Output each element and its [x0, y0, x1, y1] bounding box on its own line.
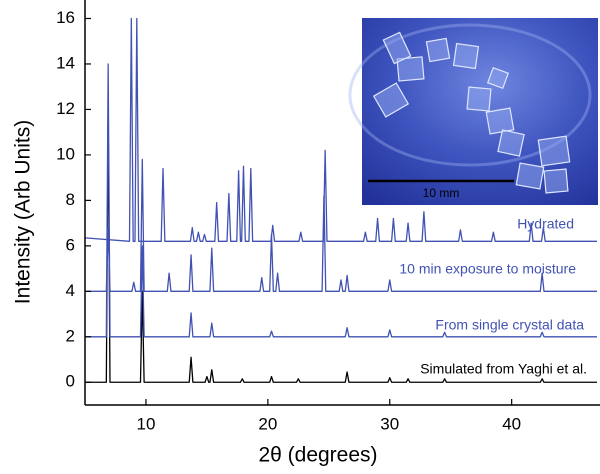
crystal	[396, 56, 425, 82]
series-label: 10 min exposure to moisture	[399, 261, 576, 277]
crystal	[515, 162, 545, 190]
y-tick-label: 10	[56, 144, 75, 163]
x-tick-label: 10	[136, 414, 155, 433]
series-line	[85, 17, 597, 242]
y-tick-label: 4	[66, 281, 75, 300]
crystal	[486, 66, 510, 90]
crystal	[372, 82, 410, 118]
y-tick-label: 6	[66, 235, 75, 254]
photo-reflection	[348, 23, 592, 167]
series-label: From single crystal data	[435, 317, 584, 333]
crystal	[485, 107, 515, 135]
crystal	[543, 168, 569, 194]
scale-bar-label: 10 mm	[423, 186, 460, 200]
x-tick-label: 20	[258, 414, 277, 433]
y-tick-label: 12	[56, 99, 75, 118]
y-axis-title: Intensity (Arb Units)	[12, 120, 35, 304]
crystal	[537, 135, 571, 167]
y-tick-label: 8	[66, 190, 75, 209]
series-label: Hydrated	[517, 216, 574, 232]
x-axis-title: 2θ (degrees)	[258, 444, 377, 467]
y-tick-label: 16	[56, 8, 75, 27]
inset-photo: 10 mm	[348, 18, 598, 205]
series-line	[85, 158, 597, 292]
crystal	[452, 42, 480, 70]
x-tick-label: 40	[502, 414, 521, 433]
crystal	[425, 37, 451, 63]
y-tick-label: 0	[66, 372, 75, 391]
crystals	[372, 31, 571, 194]
crystal	[497, 129, 525, 157]
crystal	[382, 31, 412, 65]
plot-area	[85, 17, 597, 383]
series-line	[85, 108, 597, 383]
crystal	[466, 86, 492, 112]
y-tick-label: 14	[56, 53, 75, 72]
x-tick-label: 30	[380, 414, 399, 433]
y-tick-label: 2	[66, 326, 75, 345]
series-line	[85, 63, 597, 338]
series-label: Simulated from Yaghi et al.	[420, 361, 587, 377]
